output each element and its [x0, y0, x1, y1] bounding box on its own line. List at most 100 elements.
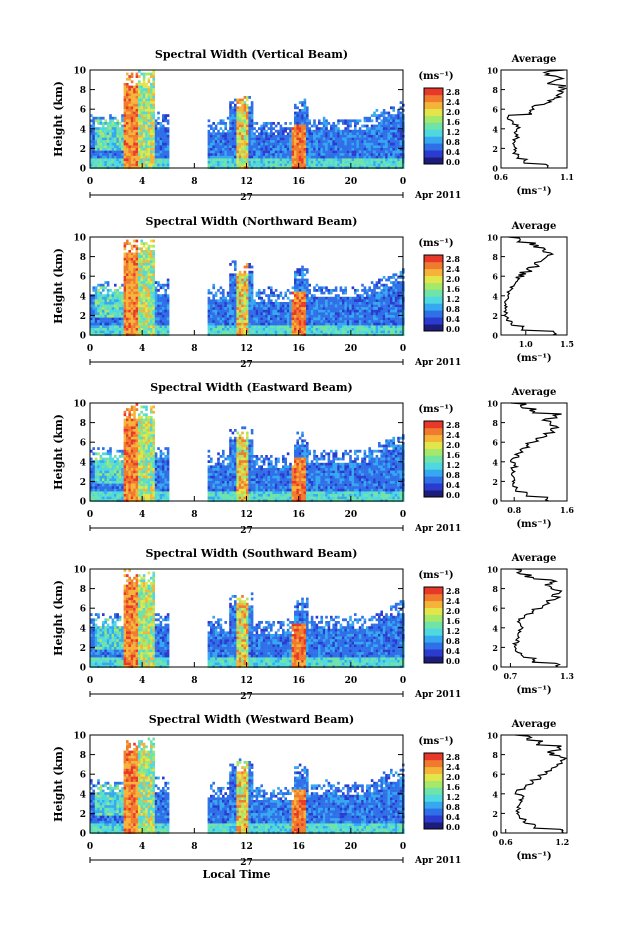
heatmap-cell [397, 276, 400, 279]
heatmap-cell [349, 137, 352, 141]
heatmap-cell [140, 111, 143, 115]
colorbar-tick-label: 2.0 [446, 274, 460, 284]
heatmap-cell [354, 132, 357, 136]
heatmap-cell [130, 312, 134, 316]
heatmap-cell [224, 145, 227, 149]
heatmap-cell [354, 328, 357, 331]
average-y-tick-label: 10 [487, 233, 499, 243]
heatmap-cell [133, 155, 136, 159]
heatmap-cell [164, 145, 167, 149]
heatmap-cell [315, 283, 319, 287]
heatmap-cell [126, 302, 129, 305]
average-y-tick-label: 0 [492, 164, 498, 174]
heatmap-cell [234, 155, 237, 159]
heatmap-cell [154, 296, 158, 300]
heatmap-cell [291, 312, 295, 316]
heatmap-cell [284, 317, 287, 321]
heatmap-cell [282, 158, 285, 162]
heatmap-cell [150, 289, 153, 292]
heatmap-cell [375, 296, 379, 300]
heatmap-cell [99, 119, 103, 123]
heatmap-cell [150, 88, 153, 91]
heatmap-cell [154, 132, 158, 136]
heatmap-cell [397, 140, 400, 143]
heatmap-cell [308, 302, 311, 305]
heatmap-cell [133, 273, 136, 277]
heatmap-cell [358, 145, 362, 149]
heatmap-cell [274, 328, 278, 331]
heatmap-cell [330, 132, 333, 136]
heatmap-cell [291, 137, 295, 141]
heatmap-cell [104, 299, 107, 303]
heatmap-cell [236, 315, 239, 318]
heatmap-cell [243, 140, 247, 143]
heatmap-cell [126, 242, 129, 245]
heatmap-cell [123, 268, 127, 271]
heatmap-cell [363, 304, 367, 308]
heatmap-cell [397, 145, 400, 149]
heatmap-cell [138, 276, 141, 279]
heatmap-cell [320, 299, 323, 303]
heatmap-cell [135, 90, 139, 94]
heatmap-cell [106, 161, 110, 164]
heatmap-cell [142, 260, 146, 264]
heatmap-cell [284, 304, 287, 308]
heatmap-cell [385, 289, 388, 292]
heatmap-cell [279, 135, 283, 138]
heatmap-cell [248, 119, 251, 123]
heatmap-cell [99, 150, 103, 154]
heatmap-cell [349, 322, 352, 326]
heatmap-cell [327, 161, 331, 164]
heatmap-cell [123, 153, 127, 156]
heatmap-cell [229, 309, 232, 313]
heatmap-cell [262, 317, 266, 321]
heatmap-cell [394, 127, 398, 130]
heatmap-cell [106, 129, 110, 133]
heatmap-cell [231, 294, 235, 297]
heatmap-cell [229, 304, 232, 308]
heatmap-cell [351, 304, 355, 308]
heatmap-cell [270, 140, 273, 143]
heatmap-cell [286, 132, 290, 136]
heatmap-cell [217, 150, 220, 154]
heatmap-cell [296, 145, 299, 149]
heatmap-cell [159, 153, 163, 156]
heatmap-cell [260, 145, 263, 149]
heatmap-cell [219, 304, 223, 308]
heatmap-cell [94, 307, 98, 310]
heatmap-cell [102, 122, 105, 125]
heatmap-cell [298, 114, 302, 117]
heatmap-cell [236, 320, 239, 323]
heatmap-cell [289, 155, 292, 159]
heatmap-cell [270, 161, 273, 164]
heatmap-cell [150, 135, 153, 138]
heatmap-cell [399, 101, 403, 104]
heatmap-cell [116, 132, 119, 136]
heatmap-cell [344, 119, 347, 123]
heatmap-cell [150, 294, 153, 297]
heatmap-cell [296, 268, 299, 271]
heatmap-cell [378, 312, 381, 316]
heatmap-cell [145, 257, 148, 261]
heatmap-cell [90, 322, 93, 326]
heatmap-cell [243, 315, 247, 318]
heatmap-cell [147, 328, 151, 331]
heatmap-cell [145, 296, 148, 300]
heatmap-cell [234, 142, 237, 146]
heatmap-cell [255, 150, 259, 154]
heatmap-cell [272, 307, 275, 310]
heatmap-cell [356, 153, 359, 156]
heatmap-cell [102, 296, 105, 300]
heatmap-cell [303, 114, 307, 117]
heatmap-cell [166, 312, 170, 316]
heatmap-cell [361, 150, 364, 154]
heatmap-cell [306, 148, 309, 151]
heatmap-cell [130, 88, 134, 91]
heatmap-cell [109, 140, 112, 143]
heatmap-cell [385, 315, 388, 318]
y-tick-label: 4 [80, 125, 86, 135]
heatmap-cell [262, 299, 266, 303]
heatmap-cell [255, 137, 259, 141]
heatmap-cell [303, 98, 307, 102]
heatmap-cell [138, 109, 141, 112]
